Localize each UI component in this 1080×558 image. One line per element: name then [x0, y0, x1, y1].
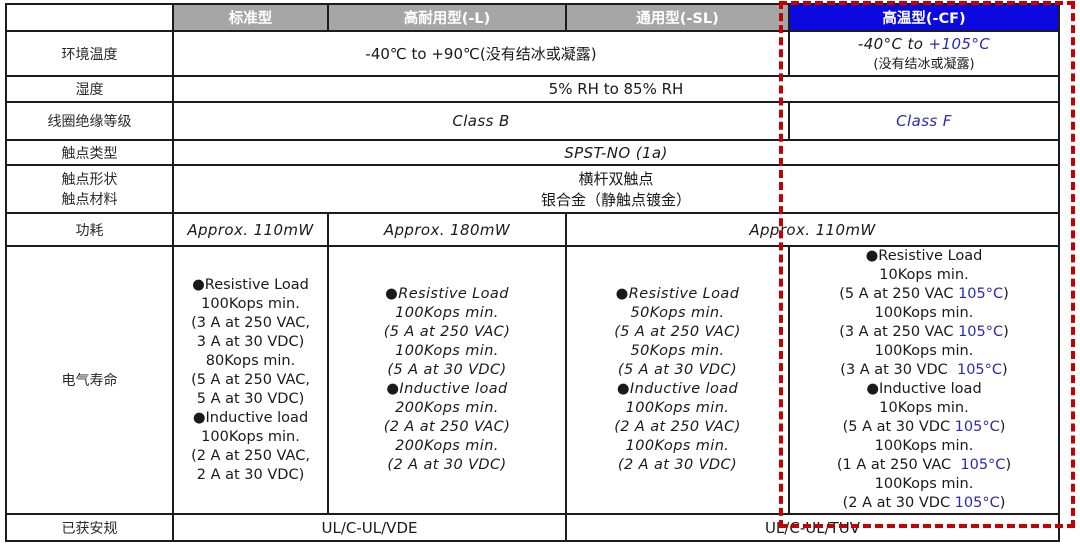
- electrical-life-line: 100Kops min.: [201, 295, 300, 312]
- electrical-life-line: (5 A at 250 VAC,: [191, 371, 310, 388]
- electrical-life-line: ●Inductive load: [866, 381, 982, 397]
- electrical-life-line: (2 A at 250 VAC): [383, 419, 511, 435]
- electrical-life-row: 电气寿命 ●Resistive Load 100Kops min. (3 A at …: [5, 245, 1060, 515]
- humidity-label: 湿度: [5, 75, 174, 103]
- electrical-life-line: ●Resistive Load: [865, 248, 983, 264]
- electrical-life-line: 200Kops min.: [395, 400, 499, 416]
- power-consumption-label: 功耗: [5, 212, 174, 247]
- contact-material-value-line: 银合金（静触点镀金）: [540, 191, 691, 209]
- contact-form-material-value: 横杆双触点 银合金（静触点镀金）: [172, 164, 1060, 214]
- header-corner-cell: [5, 3, 174, 32]
- electrical-life-line: ●Resistive Load: [615, 286, 740, 302]
- electrical-life-line: 100Kops min.: [395, 305, 499, 321]
- electrical-life-standard-value: ●Resistive Load 100Kops min. (3 A at 250 V…: [172, 245, 329, 515]
- ambient-temperature-row: 环境温度 -40℃ to +90℃(没有结冰或凝露) -40°C to +105…: [5, 30, 1060, 77]
- header-general-type: 通用型(-SL): [565, 3, 790, 32]
- electrical-life-line: ●Resistive Load: [192, 276, 309, 293]
- electrical-life-line: 2 A at 30 VDC): [196, 466, 305, 483]
- contact-form-material-row: 触点形状 触点材料 横杆双触点 银合金（静触点镀金）: [5, 164, 1060, 214]
- electrical-life-line: (5 A at 250 VAC 105°C): [839, 286, 1009, 302]
- electrical-life-line: 80Kops min.: [205, 352, 296, 369]
- contact-type-label: 触点类型: [5, 139, 174, 166]
- electrical-life-line: (2 A at 250 VAC,: [191, 447, 310, 464]
- electrical-life-line: 100Kops min.: [201, 428, 300, 445]
- temperature-highlight: 105°C: [958, 324, 1004, 340]
- contact-form-value-line: 横杆双触点: [578, 170, 654, 188]
- contact-form-label-line: 触点形状: [61, 172, 118, 188]
- electrical-life-line: ●Resistive Load: [385, 286, 509, 302]
- electrical-life-line: 100Kops min.: [874, 476, 974, 492]
- coil-insulation-standard-value: Class B: [172, 101, 790, 141]
- electrical-life-line: 100Kops min.: [395, 343, 499, 359]
- electrical-life-line: (5 A at 250 VAC): [383, 324, 511, 340]
- ambient-temperature-standard-value: -40℃ to +90℃(没有结冰或凝露): [172, 30, 790, 77]
- contact-type-row: 触点类型 SPST-NO (1a): [5, 139, 1060, 166]
- electrical-life-line: (5 A at 30 VDC): [387, 362, 507, 378]
- coil-insulation-cf-value: Class F: [788, 101, 1060, 141]
- electrical-life-line: ●Inductive load: [616, 381, 739, 397]
- electrical-life-line: 50Kops min.: [630, 343, 725, 359]
- electrical-life-line: ●Inductive load: [192, 409, 309, 426]
- electrical-life-line: 200Kops min.: [395, 438, 499, 454]
- contact-material-label-line: 触点材料: [61, 192, 118, 208]
- electrical-life-line: 100Kops min.: [874, 343, 974, 359]
- electrical-life-line: (3 A at 30 VDC 105°C): [840, 362, 1008, 378]
- electrical-life-line: (5 A at 30 VDC 105°C): [842, 419, 1006, 435]
- electrical-life-line: (3 A at 250 VAC 105°C): [839, 324, 1009, 340]
- header-row: 标准型 高耐用型(-L) 通用型(-SL) 高温型(-CF): [5, 3, 1060, 32]
- contact-type-value: SPST-NO (1a): [172, 139, 1060, 166]
- power-standard-value: Approx. 110mW: [172, 212, 329, 247]
- electrical-life-line: 5 A at 30 VDC): [196, 390, 305, 407]
- temperature-highlight: 105°C: [960, 457, 1006, 473]
- temperature-highlight: 105°C: [954, 495, 1000, 511]
- electrical-life-line: 10Kops min.: [879, 400, 969, 416]
- safety-standard-durability-value: UL/C-UL/VDE: [172, 513, 567, 542]
- electrical-life-line: (3 A at 250 VAC,: [191, 314, 310, 331]
- contact-form-material-label: 触点形状 触点材料: [5, 164, 174, 214]
- electrical-life-line: (2 A at 30 VDC): [387, 457, 507, 473]
- electrical-life-line: 100Kops min.: [625, 400, 730, 416]
- humidity-row: 湿度 5% RH to 85% RH: [5, 75, 1060, 103]
- electrical-life-line: 100Kops min.: [625, 438, 730, 454]
- ambient-temperature-label: 环境温度: [5, 30, 174, 77]
- electrical-life-general-value: ●Resistive Load 50Kops min. (5 A at 250 VA…: [565, 245, 790, 515]
- cf-range-highlight: +105°C: [928, 35, 991, 53]
- safety-general-high-temp-value: UL/C-UL/TUV: [565, 513, 1060, 542]
- power-consumption-row: 功耗 Approx. 110mW Approx. 180mW Approx. 1…: [5, 212, 1060, 247]
- cf-temperature-note: (没有结冰或凝露): [873, 57, 975, 72]
- humidity-value: 5% RH to 85% RH: [172, 75, 1060, 103]
- safety-approvals-label: 已获安规: [5, 513, 174, 542]
- electrical-life-line: 100Kops min.: [874, 438, 974, 454]
- coil-insulation-row: 线圈绝缘等级 Class B Class F: [5, 101, 1060, 141]
- electrical-life-label: 电气寿命: [5, 245, 174, 515]
- electrical-life-line: 50Kops min.: [630, 305, 725, 321]
- electrical-life-line: (2 A at 250 VAC): [614, 419, 741, 435]
- power-general-high-temp-value: Approx. 110mW: [565, 212, 1060, 247]
- electrical-life-high-temp-value: ●Resistive Load 10Kops min. (5 A at 250 VA…: [788, 245, 1060, 515]
- electrical-life-high-durability-value: ●Resistive Load 100Kops min. (5 A at 250 V…: [327, 245, 567, 515]
- electrical-life-line: ●Inductive load: [386, 381, 508, 397]
- temperature-highlight: 105°C: [956, 362, 1003, 378]
- electrical-life-line: (5 A at 30 VDC): [617, 362, 738, 378]
- header-high-durability-type: 高耐用型(-L): [327, 3, 567, 32]
- electrical-life-line: 10Kops min.: [879, 267, 969, 283]
- header-high-temp-type: 高温型(-CF): [788, 3, 1060, 32]
- ambient-temperature-cf-value: -40°C to +105°C (没有结冰或凝露): [788, 30, 1060, 77]
- coil-insulation-label: 线圈绝缘等级: [5, 101, 174, 141]
- electrical-life-line: (2 A at 30 VDC): [617, 457, 738, 473]
- electrical-life-line: 3 A at 30 VDC): [196, 333, 305, 350]
- electrical-life-line: (5 A at 250 VAC): [614, 324, 741, 340]
- cf-range-prefix: -40°C to: [857, 35, 929, 53]
- safety-approvals-row: 已获安规 UL/C-UL/VDE UL/C-UL/TUV: [5, 513, 1060, 542]
- temperature-highlight: 105°C: [954, 419, 1000, 435]
- power-high-durability-value: Approx. 180mW: [327, 212, 567, 247]
- electrical-life-line: (2 A at 30 VDC 105°C): [842, 495, 1006, 511]
- cf-temperature-range: -40°C to +105°C: [792, 35, 1056, 53]
- electrical-life-line: (1 A at 250 VAC 105°C): [836, 457, 1012, 473]
- header-standard-type: 标准型: [172, 3, 329, 32]
- electrical-life-line: 100Kops min.: [874, 305, 974, 321]
- relay-spec-table: 标准型 高耐用型(-L) 通用型(-SL) 高温型(-CF) 环境温度 -40℃…: [5, 3, 1060, 542]
- temperature-highlight: 105°C: [958, 286, 1004, 302]
